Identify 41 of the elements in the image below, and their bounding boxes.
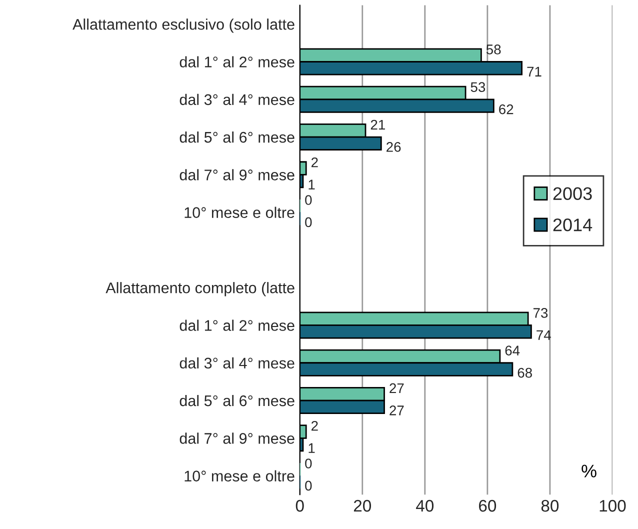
- data-label: 2: [312, 420, 318, 431]
- data-label: 73: [533, 308, 548, 318]
- y-tick-label: Allattamento esclusivo (solo latte: [72, 18, 294, 33]
- y-tick-label: dal 5° al 6° mese: [180, 131, 294, 143]
- data-label: 21: [370, 120, 385, 130]
- annotation: %: [582, 464, 596, 478]
- x-tick-label: 100: [600, 500, 626, 512]
- x-tick-label: 80: [541, 500, 559, 512]
- data-label: 0: [305, 217, 312, 228]
- y-tick-label: dal 7° al 9° mese: [180, 169, 294, 180]
- data-label: 0: [305, 195, 312, 205]
- y-tick-label: 10° mese e oltre: [184, 206, 294, 218]
- data-label: 27: [390, 383, 404, 393]
- y-tick-label: dal 1° al 2° mese: [180, 320, 294, 331]
- x-tick-label: 60: [479, 500, 496, 512]
- data-label: 71: [527, 66, 542, 76]
- y-tick-label: dal 1° al 2° mese: [180, 56, 294, 68]
- data-label: 1: [308, 443, 315, 453]
- data-label: 0: [305, 458, 312, 468]
- data-label: 62: [499, 104, 514, 114]
- y-tick-label: 10° mese e oltre: [184, 470, 294, 482]
- data-label: 64: [505, 346, 520, 356]
- y-tick-label: Allattamento completo (latte: [106, 282, 294, 296]
- y-tick-label: dal 7° al 9° mese: [180, 432, 294, 444]
- legend-label: 2014: [553, 218, 592, 232]
- data-label: 2: [312, 157, 318, 168]
- x-tick-label: 40: [416, 500, 434, 512]
- y-tick-label: dal 3° al 4° mese: [180, 94, 294, 106]
- y-tick-label: dal 5° al 6° mese: [180, 394, 294, 406]
- data-label: 1: [308, 180, 315, 190]
- data-label: 53: [470, 82, 486, 92]
- data-label: 27: [390, 406, 404, 416]
- x-tick-label: 0: [296, 500, 304, 512]
- data-label: 68: [518, 368, 532, 378]
- legend-label: 2003: [553, 187, 592, 200]
- x-tick-label: 20: [354, 500, 371, 512]
- data-label: 74: [536, 330, 551, 340]
- data-label: 0: [305, 480, 312, 491]
- y-tick-label: dal 3° al 4° mese: [180, 357, 294, 369]
- data-label: 26: [386, 142, 401, 152]
- data-label: 58: [486, 44, 501, 54]
